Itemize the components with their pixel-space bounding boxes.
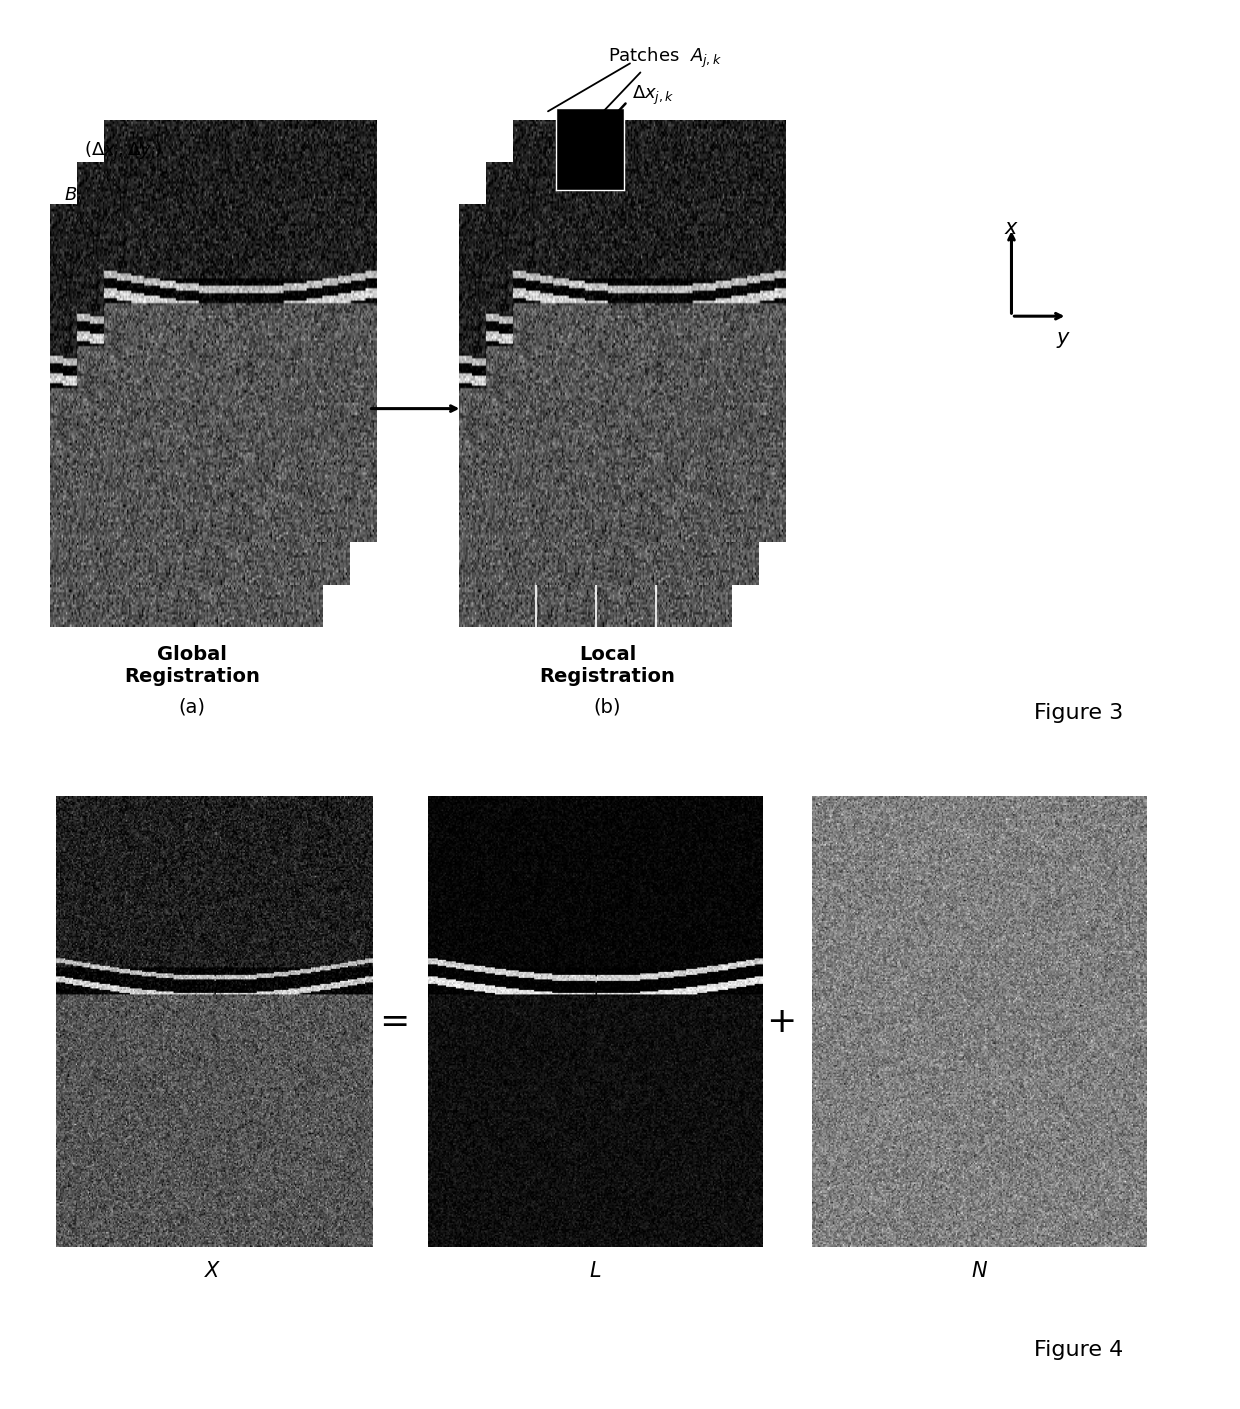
Text: +: + bbox=[766, 1005, 796, 1038]
Text: $N$: $N$ bbox=[971, 1261, 988, 1281]
Text: $X$: $X$ bbox=[205, 1261, 222, 1281]
Text: $B_j$: $B_j$ bbox=[64, 186, 82, 209]
Text: Figure 3: Figure 3 bbox=[1034, 703, 1123, 723]
Text: $y$: $y$ bbox=[1056, 330, 1071, 349]
Text: $(\Delta x_j, \Delta y_j)$: $(\Delta x_j, \Delta y_j)$ bbox=[84, 139, 162, 165]
Text: (b): (b) bbox=[594, 697, 621, 717]
Text: Figure 4: Figure 4 bbox=[1034, 1340, 1123, 1360]
Text: $L$: $L$ bbox=[589, 1261, 601, 1281]
Text: =: = bbox=[379, 1005, 409, 1038]
Text: $x$: $x$ bbox=[1004, 218, 1019, 238]
Text: (a): (a) bbox=[179, 697, 206, 717]
Text: Local
Registration: Local Registration bbox=[539, 645, 676, 686]
Text: Patches  $A_{j,k}$: Patches $A_{j,k}$ bbox=[608, 45, 722, 70]
Text: $\Delta x_{j,k}$: $\Delta x_{j,k}$ bbox=[632, 85, 675, 107]
Text: Global
Registration: Global Registration bbox=[124, 645, 260, 686]
